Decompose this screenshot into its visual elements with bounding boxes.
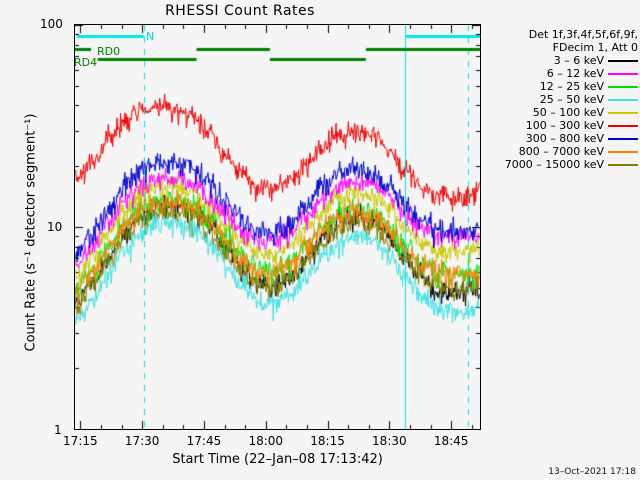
legend-item-label: 7000 – 15000 keV [504, 158, 604, 171]
x-tick-label: 18:15 [310, 434, 345, 448]
x-tick-label: 18:45 [433, 434, 469, 448]
legend-item-label: 100 – 300 keV [525, 119, 604, 132]
rd4-label: RD4 [74, 56, 98, 69]
legend-item: 300 – 800 keV [486, 132, 638, 145]
legend-header-line2: FDecim 1, Att 0 [552, 41, 638, 54]
legend-color-swatch [608, 150, 638, 153]
legend-item: 800 – 7000 keV [486, 145, 638, 158]
legend-item: 6 – 12 keV [486, 67, 638, 80]
legend: Det 1f,3f,4f,5f,6f,9f, FDecim 1, Att 0 3… [486, 28, 638, 171]
y-axis-title: Count Rate (s⁻¹ detector segment⁻¹) [23, 113, 39, 352]
generated-timestamp: 13–Oct–2021 17:18 [548, 467, 636, 477]
x-tick-label: 17:15 [63, 434, 98, 448]
legend-item: 7000 – 15000 keV [486, 158, 638, 171]
legend-item-label: 300 – 800 keV [525, 132, 604, 145]
legend-color-swatch [608, 98, 638, 101]
legend-item: 50 – 100 keV [486, 106, 638, 119]
legend-header-line1: Det 1f,3f,4f,5f,6f,9f, [528, 28, 638, 41]
legend-item: 25 – 50 keV [486, 93, 638, 106]
chart-title: RHESSI Count Rates [165, 3, 315, 19]
plot-area [74, 24, 481, 430]
legend-item: 12 – 25 keV [486, 80, 638, 93]
y-tick-100: 100 [40, 17, 63, 31]
legend-color-swatch [608, 59, 638, 62]
legend-color-swatch [608, 85, 638, 88]
x-tick-label: 18:00 [248, 434, 284, 448]
legend-color-swatch [608, 163, 638, 166]
y-tick-1: 1 [54, 423, 62, 437]
legend-color-swatch [608, 124, 638, 127]
x-tick-label: 17:30 [124, 434, 160, 448]
legend-item-label: 6 – 12 keV [546, 67, 604, 80]
legend-item-label: 25 – 50 keV [539, 93, 604, 106]
legend-color-swatch [608, 137, 638, 140]
legend-item: 3 – 6 keV [486, 54, 638, 67]
x-tick-label: 17:45 [186, 434, 222, 448]
legend-color-swatch [608, 111, 638, 114]
x-tick-label: 18:30 [372, 434, 407, 448]
x-axis-title: Start Time (22–Jan–08 17:13:42) [172, 452, 383, 467]
legend-item-label: 12 – 25 keV [539, 80, 604, 93]
legend-item-label: 50 – 100 keV [532, 106, 604, 119]
legend-color-swatch [608, 72, 638, 75]
rd0-label: RD0 [97, 45, 121, 58]
legend-item: 100 – 300 keV [486, 119, 638, 132]
legend-item-label: 3 – 6 keV [553, 54, 604, 67]
y-tick-10: 10 [47, 220, 63, 234]
plot-canvas [75, 25, 480, 429]
night-marker-label: N [146, 30, 155, 43]
legend-item-label: 800 – 7000 keV [518, 145, 604, 158]
legend-rows: 3 – 6 keV 6 – 12 keV 12 – 25 keV 25 – 50 ke… [486, 54, 638, 171]
